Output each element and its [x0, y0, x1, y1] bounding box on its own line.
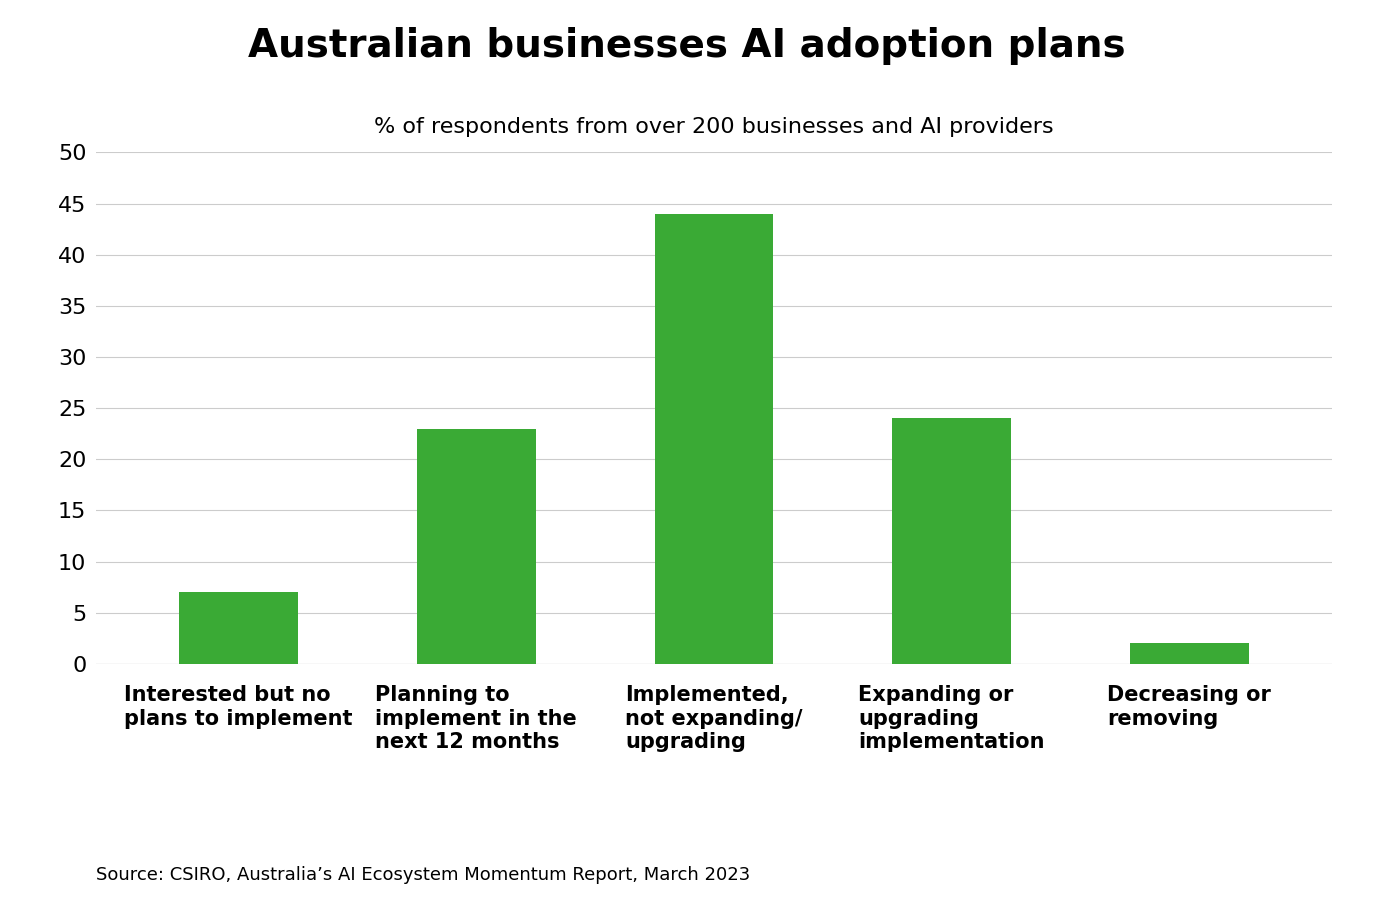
Bar	[655, 213, 773, 664]
Bar	[892, 418, 1011, 664]
Title: % of respondents from over 200 businesses and AI providers: % of respondents from over 200 businesse…	[375, 117, 1053, 137]
Bar	[1130, 643, 1248, 664]
Text: Source: CSIRO, Australia’s AI Ecosystem Momentum Report, March 2023: Source: CSIRO, Australia’s AI Ecosystem …	[96, 866, 751, 884]
Bar	[417, 429, 535, 664]
Bar	[180, 592, 298, 664]
Text: Australian businesses AI adoption plans: Australian businesses AI adoption plans	[247, 27, 1126, 65]
